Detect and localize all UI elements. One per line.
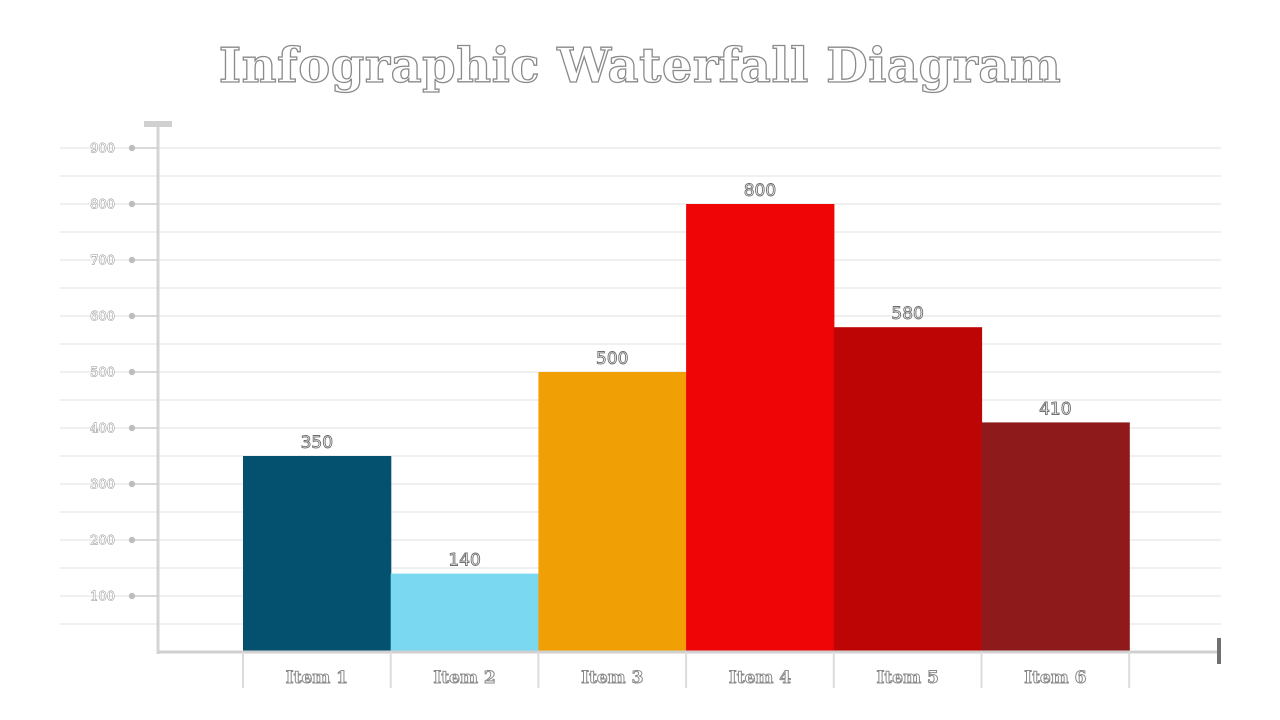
chart-title: Infographic Waterfall Diagram — [218, 37, 1062, 94]
y-tick-label: 400 — [90, 422, 115, 437]
y-axis-cap — [144, 121, 172, 127]
bar — [243, 456, 392, 652]
data-label: 410 — [1039, 399, 1071, 419]
bar — [981, 422, 1130, 652]
y-tick-label: 200 — [90, 534, 115, 549]
bar — [538, 372, 687, 652]
data-label: 350 — [301, 433, 333, 453]
y-tick-label: 700 — [90, 254, 115, 269]
y-tick-label: 600 — [90, 310, 115, 325]
y-tick-dot — [128, 536, 136, 544]
x-tick-label: Item 4 — [729, 668, 792, 688]
bar — [390, 573, 539, 652]
y-tick-dot — [128, 368, 136, 376]
data-label: 580 — [891, 304, 923, 324]
y-tick-dot — [128, 144, 136, 152]
x-axis-end-cap — [1217, 638, 1221, 664]
x-tick-label: Item 2 — [433, 668, 495, 688]
data-label: 800 — [744, 181, 776, 201]
y-tick-label: 300 — [90, 478, 115, 493]
y-tick-dot — [128, 200, 136, 208]
y-tick-dot — [128, 256, 136, 264]
y-tick-label: 800 — [90, 198, 115, 213]
data-label: 500 — [596, 349, 628, 369]
y-tick-dot — [128, 424, 136, 432]
x-tick-label: Item 5 — [876, 668, 938, 688]
y-tick-dot — [128, 480, 136, 488]
y-tick-label: 100 — [90, 590, 115, 605]
y-tick-dot — [128, 592, 136, 600]
y-tick-dot — [128, 312, 136, 320]
bar — [686, 204, 835, 652]
y-tick-label: 500 — [90, 366, 115, 381]
bar — [833, 327, 983, 652]
y-tick-label: 900 — [90, 142, 115, 157]
x-tick-label: Item 3 — [581, 668, 643, 688]
x-tick-label: Item 6 — [1024, 668, 1086, 688]
data-label: 140 — [448, 551, 480, 571]
x-tick-label: Item 1 — [286, 668, 348, 688]
